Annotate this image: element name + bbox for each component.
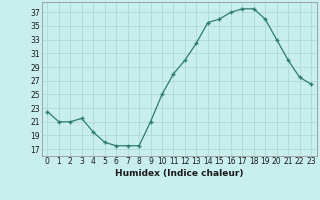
X-axis label: Humidex (Indice chaleur): Humidex (Indice chaleur) [115,169,244,178]
